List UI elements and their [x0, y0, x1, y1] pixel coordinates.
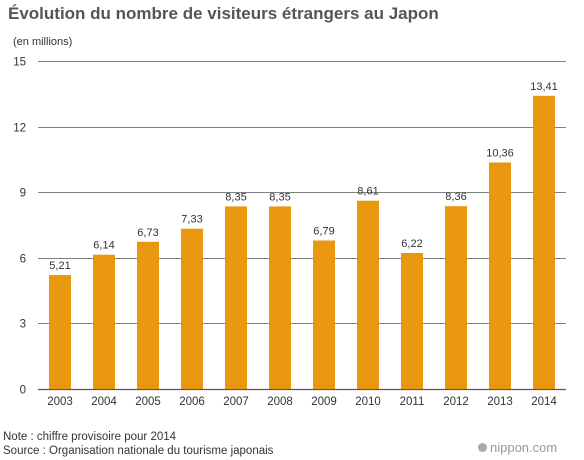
data-label: 6,14: [93, 240, 114, 252]
data-label: 8,36: [445, 191, 466, 203]
data-label: 8,35: [269, 191, 290, 203]
y-tick-label: 12: [13, 123, 26, 135]
x-tick-label: 2008: [267, 396, 293, 408]
x-tick-label: 2006: [179, 396, 205, 408]
x-tick-label: 2005: [135, 396, 161, 408]
x-tick-label: 2014: [531, 396, 557, 408]
bar: [401, 253, 423, 389]
bar: [357, 200, 379, 389]
data-label: 8,61: [357, 186, 378, 198]
x-tick-label: 2013: [487, 396, 513, 408]
source-note: Source : Organisation nationale du touri…: [3, 445, 274, 457]
y-tick-label: 0: [20, 385, 26, 397]
footnote: Note : chiffre provisoire pour 2014: [3, 431, 177, 443]
data-label: 13,41: [530, 81, 558, 93]
bar: [269, 206, 291, 389]
data-label: 7,33: [181, 214, 202, 226]
bar-chart: 0 3 6 9 12 15 5,21 2003 6,14 2004 6,73 2005 7,33 2006…: [13, 57, 566, 408]
y-tick-label: 15: [13, 57, 26, 69]
bar: [137, 241, 159, 389]
bar: [225, 206, 247, 389]
x-tick-label: 2010: [355, 396, 381, 408]
data-label: 6,79: [313, 226, 334, 238]
y-axis-unit-label: (en millions): [13, 36, 73, 48]
x-tick-label: 2007: [223, 396, 249, 408]
data-label: 6,22: [401, 238, 422, 250]
bar: [313, 240, 335, 389]
data-label: 6,73: [137, 227, 158, 239]
x-tick-label: 2012: [443, 396, 469, 408]
bar: [489, 162, 511, 389]
bar: [181, 228, 203, 389]
y-tick-label: 9: [20, 188, 26, 200]
data-label: 8,35: [225, 191, 246, 203]
x-tick-label: 2011: [400, 396, 425, 408]
x-tick-label: 2004: [91, 396, 117, 408]
brand-dot-icon: [478, 443, 487, 452]
bar: [445, 206, 467, 389]
y-tick-label: 6: [20, 254, 26, 266]
brand-name: nippon.com: [490, 440, 558, 455]
bar: [533, 95, 555, 390]
data-label: 10,36: [486, 148, 514, 160]
brand-logo: nippon.com: [478, 440, 557, 455]
bar: [93, 254, 115, 389]
bar: [49, 275, 71, 389]
chart-title: Évolution du nombre de visiteurs étrange…: [8, 4, 439, 23]
x-tick-label: 2009: [311, 396, 337, 408]
x-tick-label: 2003: [47, 396, 73, 408]
y-tick-label: 3: [20, 319, 26, 331]
data-label: 5,21: [49, 260, 70, 272]
